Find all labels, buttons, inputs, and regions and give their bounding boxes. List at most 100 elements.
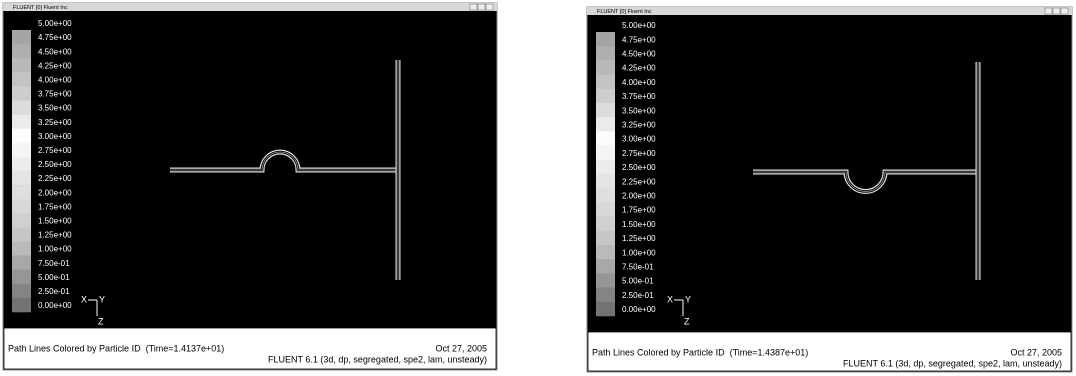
colorbar-band [12,44,31,58]
minimize-button[interactable] [470,4,477,10]
close-button[interactable] [486,4,493,10]
colorbar-band [596,160,615,175]
footer-caption: Path Lines Colored by Particle ID (Time=… [592,347,808,357]
title-bar [3,3,497,11]
colorbar-band [596,103,615,118]
footer-date: Oct 27, 2005 [435,343,487,353]
colorbar-label: 2.00e+00 [622,192,656,201]
colorbar-band [596,302,615,317]
colorbar-label: 2.75e+00 [38,146,72,155]
colorbar-band [12,157,31,171]
colorbar-band [12,101,31,115]
colorbar-label: 1.25e+00 [38,231,72,240]
colorbar-label: 2.25e+00 [38,174,72,183]
colorbar-label: 2.50e+00 [622,163,656,172]
triad-z-label: Z [684,316,690,326]
colorbar-band [12,129,31,143]
colorbar-band [596,231,615,246]
colorbar-band [12,185,31,199]
colorbar-band [12,298,31,312]
colorbar-label: 4.00e+00 [622,78,656,87]
colorbar-band [596,202,615,217]
colorbar-band [12,115,31,129]
window: FLUENT [0] Fluent Inc 5.00e+00 4.75e+00 4.5… [587,7,1072,372]
colorbar-label: 5.00e-01 [38,273,70,282]
colorbar-band [596,288,615,303]
colorbar-label: 2.00e+00 [38,188,72,197]
colorbar-band [12,199,31,213]
colorbar-label: 3.50e+00 [38,104,72,113]
window: FLUENT [0] Fluent Inc 5.00e+00 4.75e+00 4.5… [3,3,497,370]
colorbar-band [596,146,615,161]
triad-y-label: Y [685,294,691,304]
triad-y-label: Y [99,294,105,304]
colorbar-band [596,46,615,61]
colorbar-label: 1.50e+00 [622,220,656,229]
colorbar-band [12,58,31,72]
colorbar-label: 4.75e+00 [38,33,72,42]
colorbar-label: 3.50e+00 [622,106,656,115]
colorbar-label: 2.75e+00 [622,149,656,158]
footer-version: FLUENT 6.1 (3d, dp, segregated, spe2, la… [843,358,1062,368]
colorbar-label: 2.50e-01 [622,291,654,300]
colorbar-band [596,89,615,104]
colorbar-label: 1.00e+00 [38,245,72,254]
colorbar-label: 4.25e+00 [622,64,656,73]
colorbar-label: 1.00e+00 [622,248,656,257]
minimize-button[interactable] [1045,8,1052,14]
window-frame [587,7,1072,372]
triad-x-label: X [81,294,87,304]
colorbar-label: 3.25e+00 [38,118,72,127]
colorbar-label: 4.50e+00 [38,47,72,56]
close-button[interactable] [1061,8,1068,14]
colorbar-label: 5.00e-01 [622,277,654,286]
triad-z-label: Z [98,316,104,326]
colorbar-label: 1.75e+00 [38,202,72,211]
maximize-button[interactable] [478,4,485,10]
colorbar-label: 5.00e+00 [622,21,656,30]
colorbar-band [12,256,31,270]
footer-caption: Path Lines Colored by Particle ID (Time=… [8,343,224,353]
colorbar-band [596,32,615,47]
window-frame [3,3,497,370]
colorbar-band [12,143,31,157]
colorbar-band [596,75,615,90]
screen: FLUENT [0] Fluent Inc 5.00e+00 4.75e+00 4.5… [0,0,1076,376]
page: FLUENT [0] Fluent Inc 5.00e+00 4.75e+00 4.5… [0,0,1076,376]
colorbar-label: 3.25e+00 [622,121,656,130]
colorbar-label: 2.50e+00 [38,160,72,169]
maximize-button[interactable] [1053,8,1060,14]
window-title: FLUENT [0] Fluent Inc [597,9,652,15]
colorbar-label: 0.00e+00 [622,305,656,314]
window-title: FLUENT [0] Fluent Inc [13,5,68,11]
colorbar-band [12,227,31,241]
colorbar-band [596,273,615,288]
colorbar-band [596,259,615,274]
colorbar-label: 4.50e+00 [622,50,656,59]
colorbar-label: 1.75e+00 [622,206,656,215]
colorbar-band [12,86,31,100]
colorbar-label: 4.25e+00 [38,61,72,70]
colorbar-band [12,213,31,227]
colorbar-band [596,131,615,146]
triad-x-label: X [667,294,673,304]
colorbar-band [596,245,615,260]
colorbar-band [596,188,615,203]
colorbar-label: 0.00e+00 [38,301,72,310]
colorbar-label: 7.50e-01 [622,263,654,272]
colorbar-band [12,30,31,44]
colorbar-band [12,270,31,284]
colorbar-label: 3.00e+00 [38,132,72,141]
colorbar-label: 3.75e+00 [38,90,72,99]
colorbar-label: 4.75e+00 [622,35,656,44]
colorbar-label: 1.25e+00 [622,234,656,243]
footer-date: Oct 27, 2005 [1010,347,1062,357]
colorbar-band [596,60,615,75]
colorbar-label: 2.50e-01 [38,287,70,296]
colorbar-band [12,242,31,256]
colorbar-label: 3.00e+00 [622,135,656,144]
colorbar-band [596,174,615,189]
colorbar-label: 5.00e+00 [38,19,72,28]
colorbar-label: 3.75e+00 [622,92,656,101]
colorbar-band [12,284,31,298]
